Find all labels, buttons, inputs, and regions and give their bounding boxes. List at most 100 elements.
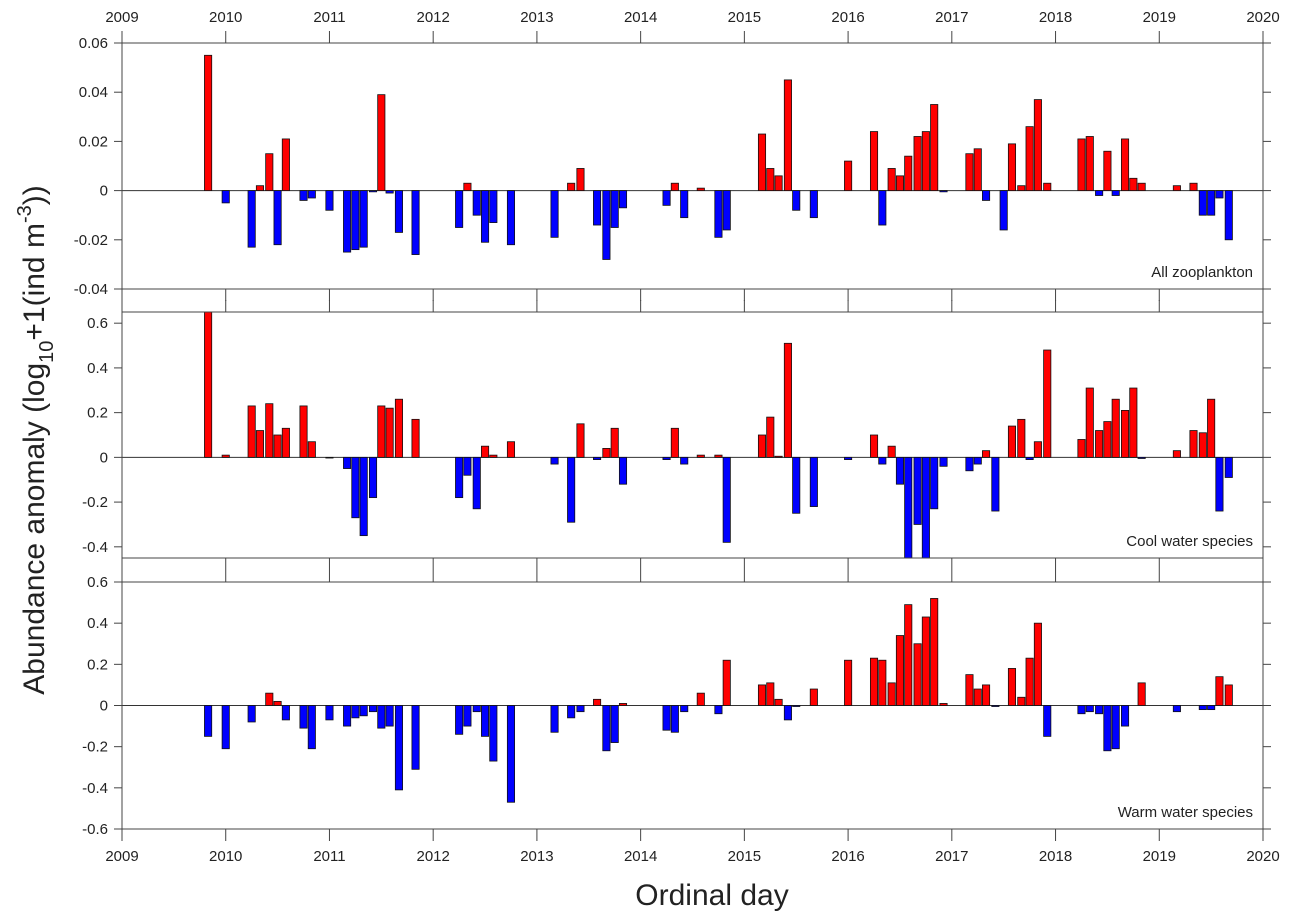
bar bbox=[576, 705, 585, 713]
bar bbox=[895, 175, 904, 191]
bar bbox=[265, 692, 274, 706]
x-tick-label: 2011 bbox=[313, 848, 345, 865]
bar bbox=[696, 454, 705, 458]
bar bbox=[1172, 450, 1181, 458]
bar bbox=[1025, 657, 1034, 706]
x-tick-label: 2019 bbox=[1143, 848, 1176, 865]
bar bbox=[844, 456, 853, 461]
x-tick-label: 2011 bbox=[313, 9, 345, 26]
bar bbox=[489, 705, 498, 762]
bar bbox=[939, 190, 948, 193]
bar bbox=[610, 427, 619, 458]
bar bbox=[472, 705, 481, 713]
bar bbox=[618, 190, 628, 209]
bar bbox=[221, 454, 230, 458]
x-tick-label: 2012 bbox=[416, 848, 449, 865]
bar bbox=[1215, 456, 1224, 512]
bar bbox=[973, 456, 982, 465]
bar bbox=[878, 659, 887, 706]
bar bbox=[204, 705, 213, 737]
bar bbox=[904, 155, 913, 192]
bar bbox=[783, 79, 792, 191]
bar bbox=[593, 456, 602, 461]
y-tick-label: 0.02 bbox=[79, 133, 108, 150]
bar bbox=[265, 153, 274, 191]
bar bbox=[455, 190, 464, 228]
bar bbox=[602, 448, 611, 458]
bar bbox=[602, 190, 611, 260]
bar bbox=[869, 131, 879, 191]
bars bbox=[122, 54, 1263, 260]
bar bbox=[887, 168, 896, 192]
bar bbox=[618, 456, 628, 485]
bar bbox=[904, 604, 913, 706]
bar bbox=[670, 705, 679, 733]
bar bbox=[670, 427, 679, 458]
bar bbox=[506, 705, 516, 803]
bar bbox=[1111, 190, 1120, 196]
x-tick-label: 2017 bbox=[935, 9, 968, 26]
bar bbox=[1025, 456, 1034, 461]
bar bbox=[351, 705, 360, 719]
bar bbox=[247, 705, 256, 723]
bar bbox=[913, 643, 922, 706]
bar bbox=[913, 136, 922, 191]
bar bbox=[576, 168, 585, 192]
bar bbox=[982, 190, 991, 201]
bar bbox=[463, 456, 472, 476]
y-tick-label: 0.4 bbox=[87, 360, 108, 377]
y-tick-label: -0.2 bbox=[82, 494, 108, 511]
bar bbox=[1215, 190, 1224, 199]
y-tick-label: -0.6 bbox=[82, 821, 108, 838]
bar bbox=[351, 190, 360, 251]
bar bbox=[1033, 622, 1042, 706]
bar bbox=[1172, 705, 1181, 713]
bar bbox=[999, 190, 1008, 231]
bar bbox=[463, 182, 472, 192]
bar bbox=[783, 342, 792, 458]
x-tick-label: 2009 bbox=[105, 9, 138, 26]
y-tick-label: -0.2 bbox=[82, 739, 108, 756]
bar bbox=[481, 705, 490, 737]
bar bbox=[593, 698, 602, 706]
bar bbox=[965, 456, 974, 472]
y-tick-label: 0.6 bbox=[87, 315, 108, 332]
x-tick-label: 2012 bbox=[416, 9, 449, 26]
bar bbox=[696, 692, 705, 706]
bar bbox=[913, 456, 922, 525]
bars bbox=[122, 312, 1263, 558]
bar bbox=[991, 705, 1000, 707]
bar bbox=[895, 635, 904, 706]
bar bbox=[1111, 398, 1120, 458]
bar bbox=[1103, 421, 1112, 458]
bar bbox=[593, 190, 602, 226]
bar bbox=[1207, 398, 1216, 458]
bar bbox=[774, 455, 783, 458]
bar bbox=[1224, 456, 1233, 478]
bar bbox=[757, 684, 767, 706]
x-tick-label: 2010 bbox=[209, 9, 242, 26]
bar bbox=[1085, 136, 1094, 191]
x-tick-label: 2019 bbox=[1143, 9, 1176, 26]
bar bbox=[325, 705, 334, 721]
bar bbox=[489, 190, 498, 223]
bar bbox=[714, 190, 723, 238]
bar bbox=[385, 407, 394, 458]
x-tick-label: 2016 bbox=[831, 9, 864, 26]
y-tick-label: 0 bbox=[100, 183, 108, 200]
bar bbox=[247, 190, 256, 248]
bars bbox=[122, 598, 1263, 803]
bar bbox=[1007, 668, 1017, 706]
bar bbox=[844, 659, 853, 706]
bar bbox=[1077, 439, 1086, 458]
bar bbox=[351, 456, 360, 519]
bar bbox=[567, 705, 576, 719]
bar bbox=[273, 434, 282, 458]
bar bbox=[602, 705, 611, 752]
bar bbox=[1095, 190, 1104, 196]
bar bbox=[757, 434, 767, 458]
bar bbox=[869, 657, 879, 706]
bar bbox=[265, 403, 274, 458]
bar bbox=[991, 456, 1000, 512]
bar bbox=[307, 441, 316, 458]
